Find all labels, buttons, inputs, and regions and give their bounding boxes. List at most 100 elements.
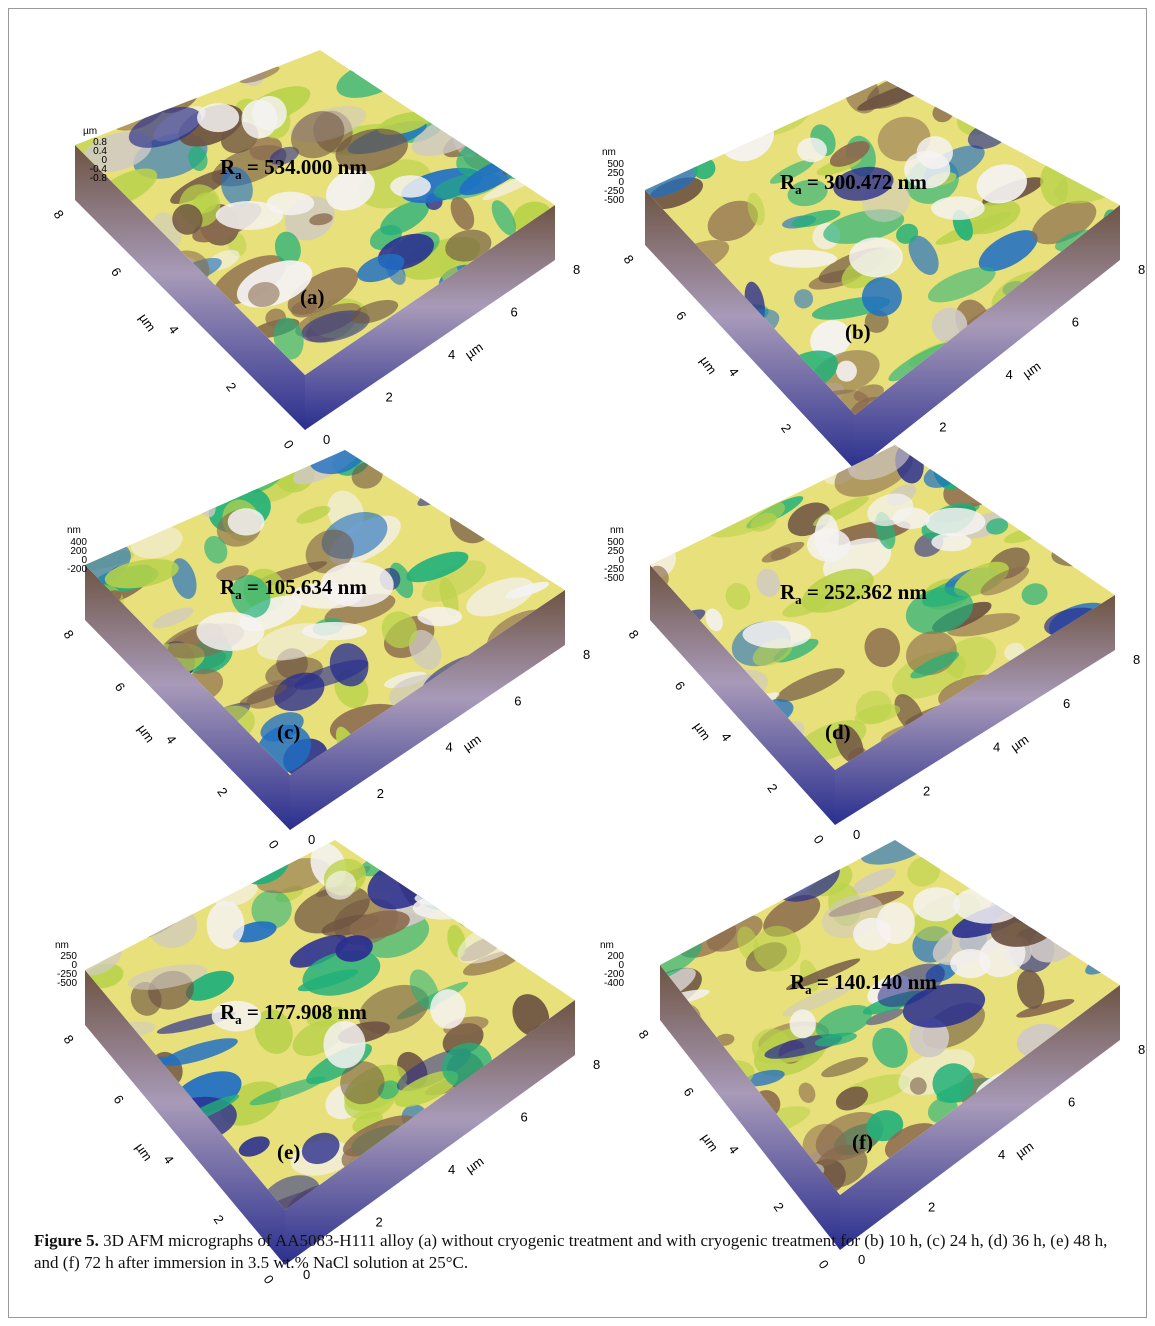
- x-tick-label: 2: [386, 390, 393, 405]
- panel-letter: (f): [852, 1130, 873, 1154]
- ra-symbol: R: [220, 575, 236, 599]
- x-axis-unit: µm: [463, 1153, 487, 1176]
- x-tick-label: 6: [521, 1110, 528, 1125]
- y-axis-unit: µm: [697, 353, 720, 377]
- x-tick-label: 6: [1068, 1095, 1075, 1110]
- z-tick-label: 0: [101, 155, 107, 166]
- ra-value: = 534.000 nm: [241, 155, 367, 179]
- roughness-label: Ra = 252.362 nm: [780, 580, 927, 608]
- ra-value: = 252.362 nm: [801, 580, 927, 604]
- x-tick-label: 0: [308, 832, 315, 847]
- y-tick-label: 6: [681, 1085, 697, 1100]
- z-tick-label: 0: [618, 960, 624, 971]
- z-axis-unit: nm: [610, 525, 624, 536]
- z-axis-unit: nm: [55, 940, 69, 951]
- z-tick-label: 250: [60, 951, 77, 962]
- x-tick-label: 0: [853, 827, 860, 842]
- ra-subscript: a: [795, 182, 802, 198]
- figure-caption: Figure 5. 3D AFM micrographs of AA5083-H…: [34, 1230, 1124, 1274]
- y-tick-label: 4: [163, 732, 179, 747]
- ra-symbol: R: [780, 170, 796, 194]
- roughness-label: Ra = 177.908 nm: [220, 1000, 367, 1028]
- y-axis-unit: µm: [136, 311, 159, 335]
- ra-value: = 140.140 nm: [811, 970, 937, 994]
- surface-wall-left: [660, 965, 840, 1250]
- surface-wall-left: [75, 145, 305, 430]
- x-tick-label: 2: [928, 1200, 935, 1215]
- x-tick-label: 8: [593, 1057, 600, 1072]
- ra-value: = 105.634 nm: [241, 575, 367, 599]
- z-axis-ticks: 200 0 -200 -400: [580, 951, 624, 989]
- z-tick-label: -200: [66, 564, 87, 575]
- z-tick-label: 0: [618, 177, 624, 188]
- z-tick-label: 0.8: [93, 137, 107, 148]
- y-tick-label: 6: [673, 308, 689, 323]
- x-tick-label: 8: [573, 262, 580, 277]
- z-tick-label: 250: [607, 546, 624, 557]
- z-tick-label: 200: [70, 546, 87, 557]
- afm-panel-f: 0 2 4 6 8 0 2 4 6 8 µm µm nm 200 0 -200 -400 Ra = 140.140…: [590, 820, 1150, 1272]
- x-axis-unit: µm: [462, 339, 486, 362]
- z-tick-label: 0: [71, 960, 77, 971]
- z-tick-label: 500: [607, 537, 624, 548]
- ra-symbol: R: [790, 970, 806, 994]
- x-tick-label: 2: [923, 783, 930, 798]
- x-tick-label: 0: [303, 1267, 310, 1282]
- z-axis-unit: nm: [600, 940, 614, 951]
- surface-wall-right: [305, 205, 555, 430]
- y-axis-unit: µm: [133, 1140, 156, 1164]
- y-axis-unit: µm: [135, 722, 158, 746]
- y-tick-label: 4: [726, 1142, 742, 1157]
- surface-wall-left: [645, 190, 855, 470]
- y-tick-label: 4: [726, 365, 742, 380]
- x-tick-label: 8: [1138, 1042, 1145, 1057]
- panel-letter: (c): [277, 720, 301, 744]
- panel-letter: (b): [845, 320, 871, 344]
- x-tick-label: 4: [446, 740, 453, 755]
- afm-panel-d: 0 2 4 6 8 0 2 4 6 8 µm µm nm 500 250 0 -250 -500 Ra = 252.…: [590, 430, 1150, 847]
- surface-wall-right: [855, 205, 1120, 470]
- x-tick-label: 2: [376, 1215, 383, 1230]
- roughness-label: Ra = 300.472 nm: [780, 170, 927, 198]
- y-tick-label: 6: [672, 678, 688, 693]
- z-tick-label: -500: [603, 195, 624, 206]
- y-tick-label: 6: [112, 680, 128, 695]
- surface-plot-e: 0 2 4 6 8 0 2 4 6 8 µm µm: [61, 840, 600, 1287]
- ra-symbol: R: [220, 1000, 236, 1024]
- x-tick-label: 6: [1072, 315, 1079, 330]
- z-tick-label: 200: [607, 951, 624, 962]
- y-axis-unit: µm: [691, 719, 714, 743]
- y-tick-label: 6: [111, 1092, 127, 1107]
- y-tick-label: 4: [718, 730, 734, 745]
- y-tick-label: 8: [636, 1027, 652, 1042]
- z-tick-label: 0.4: [93, 146, 107, 157]
- surface-wall-left: [85, 970, 285, 1265]
- z-axis-unit: nm: [67, 525, 81, 536]
- z-axis-unit: µm: [83, 126, 98, 137]
- x-tick-label: 2: [377, 786, 384, 801]
- z-tick-label: -0.4: [89, 164, 107, 175]
- afm-panel-e: 0 2 4 6 8 0 2 4 6 8 µm µm nm 250 0 -250 -500 Ra = 177.908…: [55, 820, 615, 1287]
- x-axis-unit: µm: [1008, 732, 1032, 755]
- y-tick-label: 2: [771, 1200, 787, 1215]
- caption-label: Figure 5.: [34, 1231, 99, 1250]
- y-tick-label: 8: [61, 1032, 77, 1047]
- ra-subscript: a: [235, 167, 242, 183]
- surface-wall-right: [840, 985, 1120, 1250]
- y-tick-label: 4: [166, 322, 182, 337]
- z-tick-label: -250: [603, 186, 624, 197]
- z-tick-label: 0: [618, 555, 624, 566]
- caption-text: 3D AFM micrographs of AA5083-H111 alloy …: [34, 1231, 1108, 1272]
- y-tick-label: 2: [223, 380, 239, 395]
- x-axis-unit: µm: [1020, 358, 1044, 381]
- x-tick-label: 6: [1063, 696, 1070, 711]
- x-tick-label: 6: [511, 305, 518, 320]
- z-tick-label: -0.8: [89, 173, 107, 184]
- y-tick-label: 2: [214, 785, 230, 800]
- ra-subscript: a: [795, 592, 802, 608]
- x-tick-label: 6: [514, 693, 521, 708]
